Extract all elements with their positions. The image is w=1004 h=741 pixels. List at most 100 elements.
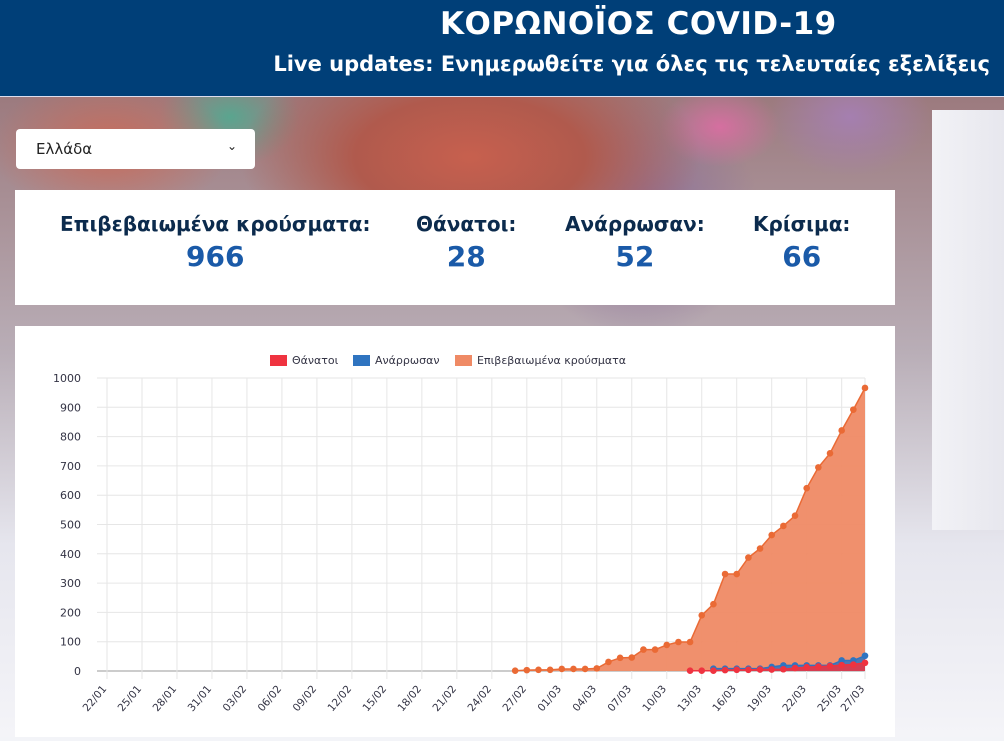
data-point [640, 646, 647, 653]
data-point [791, 664, 799, 672]
data-point [686, 638, 694, 646]
x-tick-label: 04/03 [570, 683, 599, 714]
stat-confirmed: Επιβεβαιωμένα κρούσματα: 966 [60, 212, 370, 273]
stat-recovered: Ανάρρωσαν: 52 [565, 212, 705, 273]
page-subtitle: Live updates: Ενημερωθείτε για όλες τις … [273, 52, 990, 76]
x-tick-label: 03/02 [221, 683, 250, 714]
series-line-0 [690, 662, 866, 672]
data-point [780, 665, 787, 673]
y-tick-label: 400 [60, 548, 81, 561]
data-point [511, 667, 519, 675]
data-point [698, 612, 706, 619]
x-tick-label: 22/01 [81, 683, 110, 714]
legend-swatch [353, 355, 370, 366]
data-point [733, 570, 741, 578]
x-tick-label: 13/03 [675, 683, 704, 714]
data-point [581, 665, 589, 673]
stats-card: Επιβεβαιωμένα κρούσματα: 966 Θάνατοι: 28 Α… [15, 190, 895, 305]
stat-value: 966 [186, 240, 245, 273]
data-point [721, 666, 729, 674]
x-tick-label: 19/03 [745, 683, 774, 714]
data-point [815, 464, 822, 471]
data-point [523, 666, 531, 674]
y-tick-label: 200 [60, 606, 81, 619]
chevron-down-icon: ⌄ [226, 139, 237, 153]
x-tick-label: 07/03 [605, 683, 634, 714]
x-tick-label: 27/02 [500, 683, 529, 714]
page-title: ΚΟΡΩΝΟΪΟΣ COVID-19 [440, 6, 837, 42]
data-point [558, 665, 566, 673]
data-point [698, 667, 706, 675]
stat-deaths: Θάνατοι: 28 [416, 212, 516, 273]
data-point [838, 657, 845, 664]
data-point [733, 666, 741, 674]
stat-label: Ανάρρωσαν: [565, 212, 705, 236]
data-point [710, 667, 717, 675]
data-point [663, 641, 671, 649]
data-point [826, 450, 834, 457]
stat-critical: Κρίσιμα: 66 [753, 212, 850, 273]
y-tick-label: 600 [60, 489, 81, 502]
data-point [838, 427, 845, 434]
x-tick-label: 24/02 [465, 683, 494, 714]
data-point [780, 522, 787, 530]
legend-label: Επιβεβαιωμένα κρούσματα [477, 354, 626, 367]
data-point [803, 484, 810, 492]
x-tick-label: 25/01 [116, 683, 145, 714]
data-point [570, 665, 577, 673]
data-point [686, 667, 694, 675]
data-point [745, 666, 752, 674]
data-point [803, 663, 810, 671]
stat-label: Κρίσιμα: [753, 212, 851, 236]
data-point [850, 661, 857, 668]
data-point [535, 666, 542, 674]
stat-value: 52 [615, 240, 655, 273]
x-tick-label: 12/02 [326, 683, 355, 714]
data-point [616, 654, 624, 662]
country-select-value: Ελλάδα [36, 140, 93, 158]
data-point [768, 666, 776, 673]
x-tick-label: 28/01 [151, 683, 180, 714]
stat-label: Επιβεβαιωμένα κρούσματα: [60, 212, 371, 236]
legend-swatch [455, 355, 472, 366]
x-tick-label: 01/03 [535, 683, 564, 714]
data-point [861, 659, 869, 667]
side-panel [932, 110, 1004, 530]
data-point [745, 554, 752, 561]
x-tick-label: 18/02 [396, 683, 425, 714]
x-tick-label: 06/02 [256, 683, 285, 714]
data-point [675, 638, 682, 646]
legend-label: Ανάρρωσαν [375, 354, 439, 367]
y-tick-label: 1000 [53, 372, 81, 385]
data-point [710, 600, 717, 608]
x-tick-label: 21/02 [430, 683, 459, 714]
x-tick-label: 27/03 [839, 683, 868, 714]
header: ΚΟΡΩΝΟΪΟΣ COVID-19 Live updates: Ενημερω… [0, 0, 1004, 97]
data-point [838, 661, 845, 669]
x-tick-label: 22/03 [780, 683, 809, 714]
data-point [721, 570, 729, 578]
y-tick-label: 700 [60, 460, 81, 473]
data-point [850, 406, 857, 413]
y-tick-label: 800 [60, 431, 81, 444]
data-point [756, 545, 764, 552]
data-point [791, 512, 799, 520]
stat-value: 28 [446, 240, 486, 273]
data-point [756, 666, 764, 673]
chart-card: 0 100 200 300 400 500 600 700 800 900 1000 22/01 25/… [15, 326, 895, 737]
series-area-2 [515, 387, 865, 671]
data-point [593, 665, 601, 672]
data-point [628, 654, 636, 661]
country-select[interactable]: Ελλάδα ⌄ [16, 129, 255, 169]
series-area-0 [690, 662, 865, 671]
data-point [651, 646, 659, 653]
data-point [605, 658, 612, 666]
stat-value: 66 [782, 240, 822, 273]
data-point [861, 652, 869, 660]
y-tick-label: 900 [60, 401, 81, 414]
data-point [768, 531, 776, 539]
y-tick-label: 100 [60, 636, 81, 649]
x-tick-label: 25/03 [815, 683, 844, 714]
x-tick-label: 15/02 [361, 683, 390, 714]
x-tick-label: 10/03 [640, 683, 669, 714]
